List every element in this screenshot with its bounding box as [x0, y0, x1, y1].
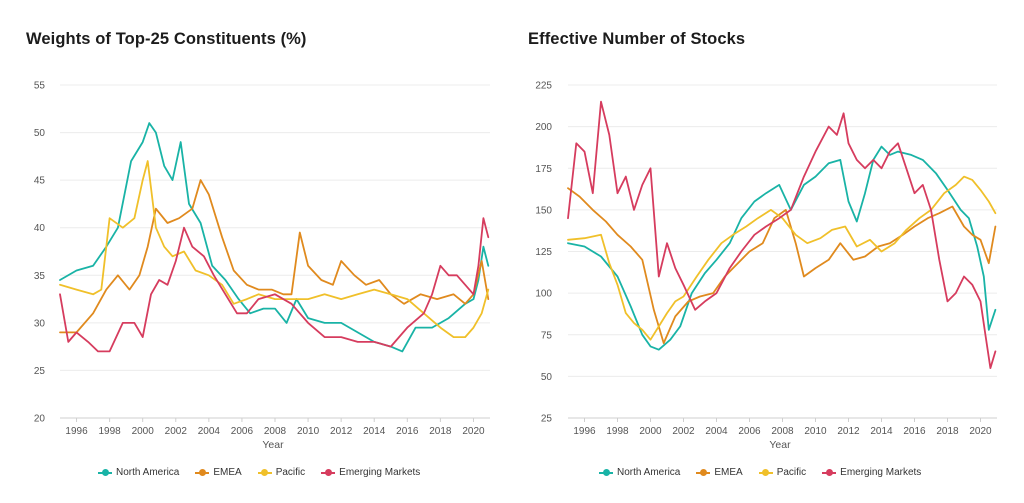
y-tick-label: 200: [535, 122, 552, 133]
series-line-emea: [59, 179, 490, 334]
x-axis-title: Year: [769, 439, 791, 451]
chart-title: Weights of Top-25 Constituents (%): [26, 30, 307, 48]
series-line-north-america: [567, 145, 997, 351]
y-tick-label: 30: [34, 318, 46, 329]
y-tick-label: 175: [535, 164, 552, 175]
series-line-north-america: [59, 122, 490, 353]
y-tick-label: 55: [34, 81, 46, 92]
legend-swatch-icon: [599, 468, 613, 478]
series-line-pacific: [59, 160, 490, 339]
legend: North America EMEA Pacific Emerging Mark…: [599, 467, 921, 478]
chart-title: Effective Number of Stocks: [528, 30, 746, 48]
x-tick-label: 2016: [396, 426, 419, 437]
legend-swatch-icon: [98, 468, 112, 478]
x-tick-label: 1996: [65, 426, 88, 437]
x-tick-label: 2008: [771, 426, 794, 437]
legend-swatch-icon: [321, 468, 336, 478]
y-tick-label: 40: [34, 223, 46, 234]
legend-label: North America: [617, 467, 681, 478]
x-tick-label: 2004: [705, 426, 728, 437]
y-tick-label: 25: [34, 366, 46, 377]
legend-swatch-icon: [696, 468, 711, 478]
legend-item-emea[interactable]: EMEA: [195, 467, 242, 478]
legend-item-emerging-markets[interactable]: Emerging Markets: [822, 467, 921, 478]
legend-item-pacific[interactable]: Pacific: [257, 467, 306, 478]
legend-label: EMEA: [213, 467, 242, 478]
x-tick-label: 2014: [870, 426, 893, 437]
x-tick-label: 2002: [165, 426, 188, 437]
y-tick-label: 150: [535, 205, 552, 216]
legend: North America EMEA Pacific Emerging Mark…: [98, 467, 420, 478]
legend-item-emerging-markets[interactable]: Emerging Markets: [321, 467, 420, 478]
series-line-pacific: [567, 175, 997, 341]
x-tick-label: 1996: [573, 426, 596, 437]
legend-swatch-icon: [758, 468, 773, 478]
legend-label: Pacific: [776, 467, 807, 478]
x-tick-label: 2002: [672, 426, 695, 437]
legend-swatch-icon: [257, 468, 272, 478]
x-axis-title: Year: [262, 439, 284, 451]
chart-panel-top25-weights: Weights of Top-25 Constituents (%) 20 25 3…: [0, 0, 500, 503]
y-tick-label: 35: [34, 271, 46, 282]
y-tick-label: 100: [535, 289, 552, 300]
x-tick-label: 2012: [837, 426, 860, 437]
legend-label: Emerging Markets: [339, 467, 421, 478]
plot-area: 20 25 30 35 40 45 50 55 1996 1998 2000 2002 2004 2006…: [34, 81, 490, 451]
y-tick-label: 20: [34, 414, 46, 425]
x-tick-label: 2016: [903, 426, 926, 437]
y-tick-label: 45: [34, 176, 46, 187]
legend-item-pacific[interactable]: Pacific: [758, 467, 807, 478]
legend-label: Pacific: [275, 467, 306, 478]
y-tick-label: 25: [541, 414, 553, 425]
x-tick-label: 2018: [936, 426, 959, 437]
chart-panel-effective-number: Effective Number of Stocks 25 50 75 100 125 1…: [512, 0, 1012, 503]
x-tick-label: 2020: [462, 426, 485, 437]
y-tick-label: 225: [535, 81, 552, 92]
series-line-emerging-markets: [59, 217, 490, 353]
plot-area: 25 50 75 100 125 150 175 200 225 1996 1998 2000 2002…: [535, 81, 997, 451]
series-line-emerging-markets: [567, 100, 997, 370]
legend-label: Emerging Markets: [840, 467, 922, 478]
x-tick-label: 2018: [429, 426, 452, 437]
y-tick-label: 75: [541, 330, 553, 341]
legend-item-emea[interactable]: EMEA: [696, 467, 743, 478]
x-tick-label: 2008: [264, 426, 287, 437]
x-tick-label: 2014: [363, 426, 386, 437]
x-tick-label: 2010: [297, 426, 320, 437]
x-tick-label: 2006: [231, 426, 254, 437]
y-tick-label: 125: [535, 247, 552, 258]
x-tick-label: 2020: [969, 426, 992, 437]
x-tick-label: 1998: [98, 426, 121, 437]
x-tick-label: 2000: [132, 426, 155, 437]
legend-label: EMEA: [714, 467, 743, 478]
y-tick-label: 50: [541, 372, 553, 383]
x-tick-label: 2004: [198, 426, 221, 437]
legend-swatch-icon: [822, 468, 837, 478]
legend-item-north-america[interactable]: North America: [599, 467, 680, 478]
x-tick-label: 2000: [639, 426, 662, 437]
legend-label: North America: [116, 467, 180, 478]
x-tick-label: 2010: [804, 426, 827, 437]
x-tick-label: 2006: [738, 426, 761, 437]
legend-swatch-icon: [195, 468, 210, 478]
series-line-emea: [567, 187, 997, 345]
y-tick-label: 50: [34, 128, 46, 139]
x-tick-label: 1998: [606, 426, 629, 437]
legend-item-north-america[interactable]: North America: [98, 467, 179, 478]
x-tick-label: 2012: [330, 426, 353, 437]
